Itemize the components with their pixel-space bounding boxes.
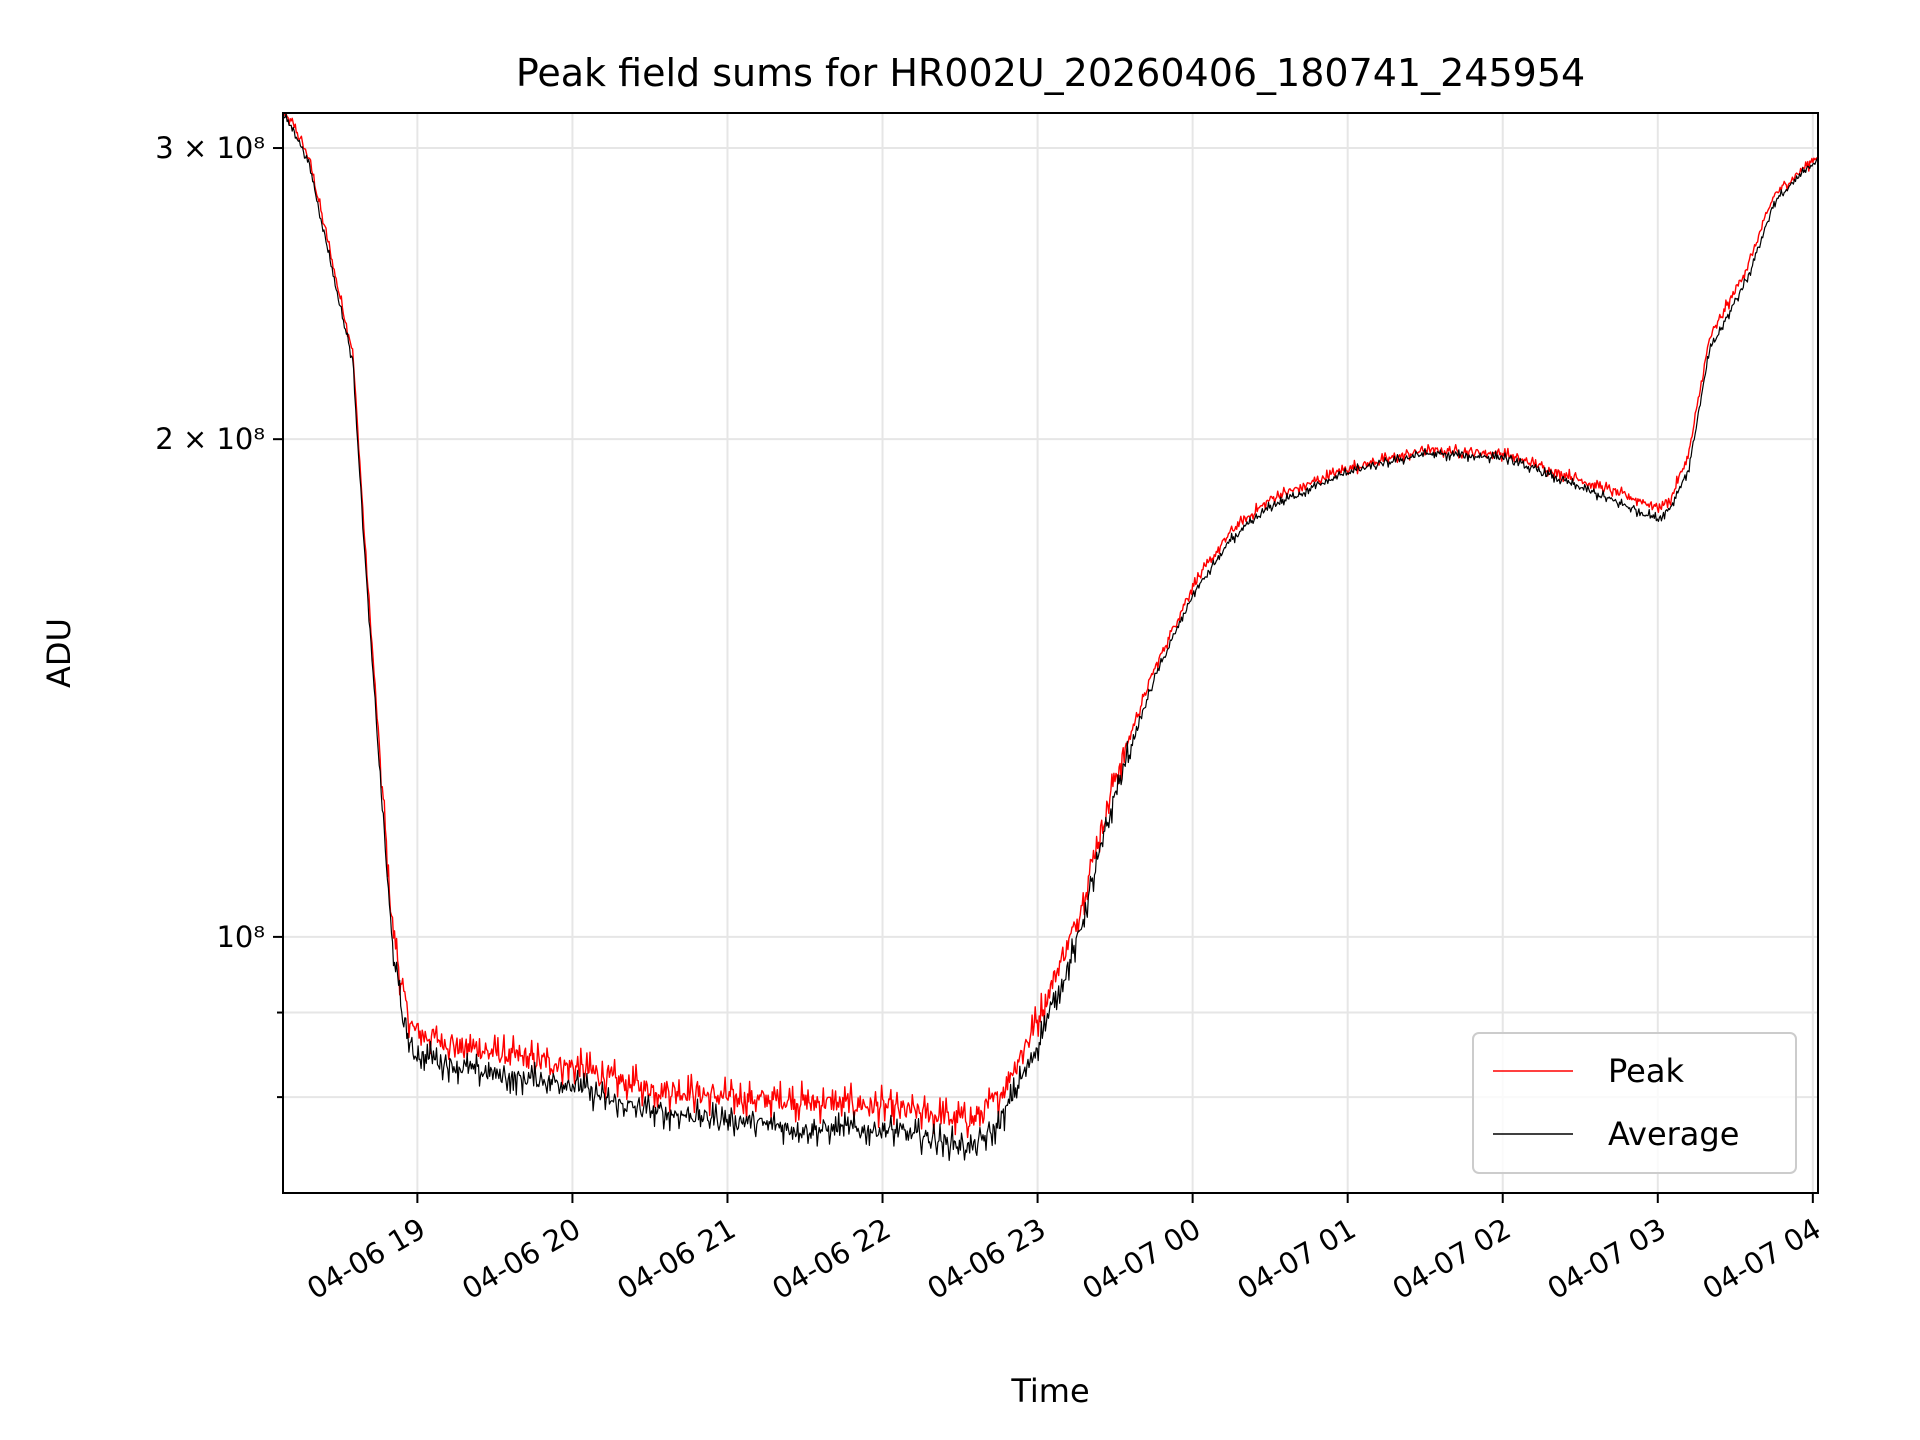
y-tick-label: 2 × 10⁸ — [155, 422, 265, 456]
y-tick-label: 10⁸ — [216, 920, 265, 954]
legend-label-peak: Peak — [1608, 1052, 1684, 1090]
series-lines — [282, 113, 1819, 1162]
legend: Peak Average — [1472, 1032, 1797, 1174]
legend-label-average: Average — [1608, 1115, 1739, 1153]
series-line-average — [282, 113, 1819, 1162]
grid — [283, 113, 1818, 1193]
series-line-peak — [282, 113, 1819, 1139]
plot-frame — [282, 112, 1819, 1194]
y-tick-label: 3 × 10⁸ — [155, 131, 265, 165]
chart-title: Peak field sums for HR002U_20260406_1807… — [516, 51, 1585, 95]
y-axis-label: ADU — [40, 618, 78, 688]
x-axis-label: Time — [1010, 1372, 1089, 1410]
y-axis-ticks: 3 × 10⁸ 2 × 10⁸ 10⁸ — [155, 131, 283, 1099]
legend-box — [1472, 1032, 1797, 1174]
